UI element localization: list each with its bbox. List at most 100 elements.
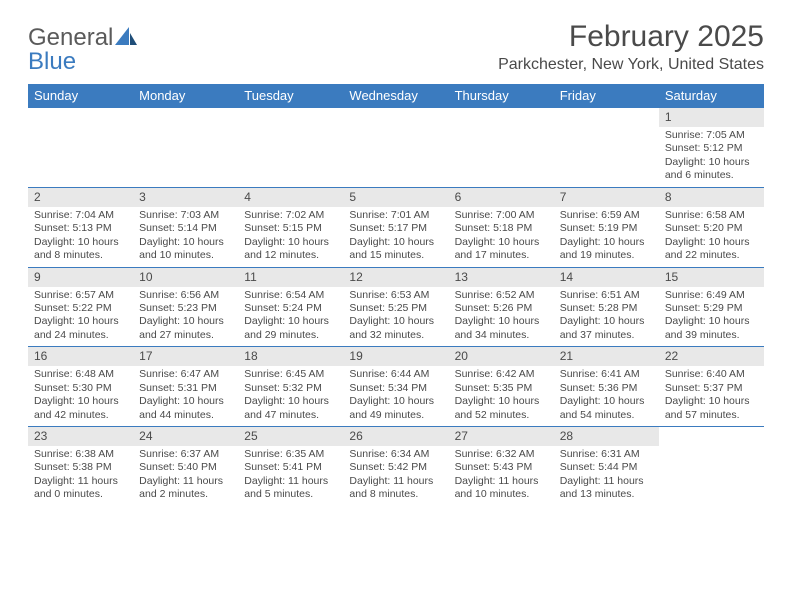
date-number: 25: [238, 427, 343, 446]
date-number: 18: [238, 347, 343, 366]
day-header-row: SundayMondayTuesdayWednesdayThursdayFrid…: [28, 84, 764, 108]
cell-body: Sunrise: 6:42 AMSunset: 5:35 PMDaylight:…: [449, 366, 554, 426]
cell-body: Sunrise: 6:32 AMSunset: 5:43 PMDaylight:…: [449, 446, 554, 506]
cell-body: Sunrise: 6:44 AMSunset: 5:34 PMDaylight:…: [343, 366, 448, 426]
sunset-text: Sunset: 5:15 PM: [244, 222, 337, 235]
calendar-cell: 1Sunrise: 7:05 AMSunset: 5:12 PMDaylight…: [659, 108, 764, 187]
daylight-text: Daylight: 10 hours and 19 minutes.: [560, 236, 653, 263]
calendar-cell: 28Sunrise: 6:31 AMSunset: 5:44 PMDayligh…: [554, 427, 659, 506]
date-number: 12: [343, 268, 448, 287]
sunset-text: Sunset: 5:41 PM: [244, 461, 337, 474]
week-row: 23Sunrise: 6:38 AMSunset: 5:38 PMDayligh…: [28, 427, 764, 506]
daylight-text: Daylight: 10 hours and 12 minutes.: [244, 236, 337, 263]
cell-body: Sunrise: 6:41 AMSunset: 5:36 PMDaylight:…: [554, 366, 659, 426]
date-number: 20: [449, 347, 554, 366]
sunset-text: Sunset: 5:26 PM: [455, 302, 548, 315]
calendar-cell: 2Sunrise: 7:04 AMSunset: 5:13 PMDaylight…: [28, 188, 133, 267]
sunrise-text: Sunrise: 6:31 AM: [560, 448, 653, 461]
date-number: 8: [659, 188, 764, 207]
sunset-text: Sunset: 5:22 PM: [34, 302, 127, 315]
sunrise-text: Sunrise: 6:35 AM: [244, 448, 337, 461]
day-header-saturday: Saturday: [659, 84, 764, 108]
date-number: 10: [133, 268, 238, 287]
daylight-text: Daylight: 10 hours and 44 minutes.: [139, 395, 232, 422]
sunrise-text: Sunrise: 6:54 AM: [244, 289, 337, 302]
calendar-cell: 17Sunrise: 6:47 AMSunset: 5:31 PMDayligh…: [133, 347, 238, 426]
month-title: February 2025: [498, 20, 764, 54]
date-number: 15: [659, 268, 764, 287]
sunrise-text: Sunrise: 7:02 AM: [244, 209, 337, 222]
cell-body: Sunrise: 6:52 AMSunset: 5:26 PMDaylight:…: [449, 287, 554, 347]
daylight-text: Daylight: 10 hours and 27 minutes.: [139, 315, 232, 342]
sunrise-text: Sunrise: 6:38 AM: [34, 448, 127, 461]
sunset-text: Sunset: 5:44 PM: [560, 461, 653, 474]
week-row: 9Sunrise: 6:57 AMSunset: 5:22 PMDaylight…: [28, 268, 764, 348]
sunset-text: Sunset: 5:35 PM: [455, 382, 548, 395]
sunset-text: Sunset: 5:13 PM: [34, 222, 127, 235]
daylight-text: Daylight: 10 hours and 29 minutes.: [244, 315, 337, 342]
daylight-text: Daylight: 10 hours and 42 minutes.: [34, 395, 127, 422]
cell-body: Sunrise: 6:54 AMSunset: 5:24 PMDaylight:…: [238, 287, 343, 347]
day-header-monday: Monday: [133, 84, 238, 108]
date-number: 28: [554, 427, 659, 446]
calendar-cell: 23Sunrise: 6:38 AMSunset: 5:38 PMDayligh…: [28, 427, 133, 506]
date-number: 23: [28, 427, 133, 446]
sunset-text: Sunset: 5:23 PM: [139, 302, 232, 315]
calendar-cell-empty: .: [28, 108, 133, 187]
date-number: 1: [659, 108, 764, 127]
daylight-text: Daylight: 10 hours and 49 minutes.: [349, 395, 442, 422]
calendar-cell-empty: .: [554, 108, 659, 187]
cell-body: Sunrise: 6:40 AMSunset: 5:37 PMDaylight:…: [659, 366, 764, 426]
sunrise-text: Sunrise: 6:58 AM: [665, 209, 758, 222]
sunrise-text: Sunrise: 6:51 AM: [560, 289, 653, 302]
sunset-text: Sunset: 5:40 PM: [139, 461, 232, 474]
calendar-cell: 13Sunrise: 6:52 AMSunset: 5:26 PMDayligh…: [449, 268, 554, 347]
daylight-text: Daylight: 10 hours and 57 minutes.: [665, 395, 758, 422]
header: General Blue February 2025 Parkchester, …: [28, 20, 764, 74]
date-number: 14: [554, 268, 659, 287]
date-number: 19: [343, 347, 448, 366]
date-number: 17: [133, 347, 238, 366]
sunset-text: Sunset: 5:42 PM: [349, 461, 442, 474]
sunrise-text: Sunrise: 6:52 AM: [455, 289, 548, 302]
calendar-cell: 6Sunrise: 7:00 AMSunset: 5:18 PMDaylight…: [449, 188, 554, 267]
day-header-sunday: Sunday: [28, 84, 133, 108]
sunset-text: Sunset: 5:29 PM: [665, 302, 758, 315]
cell-body: Sunrise: 7:00 AMSunset: 5:18 PMDaylight:…: [449, 207, 554, 267]
daylight-text: Daylight: 10 hours and 10 minutes.: [139, 236, 232, 263]
sunset-text: Sunset: 5:18 PM: [455, 222, 548, 235]
sunset-text: Sunset: 5:36 PM: [560, 382, 653, 395]
calendar-cell: 22Sunrise: 6:40 AMSunset: 5:37 PMDayligh…: [659, 347, 764, 426]
calendar-cell-empty: .: [449, 108, 554, 187]
day-header-thursday: Thursday: [449, 84, 554, 108]
cell-body: Sunrise: 6:59 AMSunset: 5:19 PMDaylight:…: [554, 207, 659, 267]
calendar-cell-empty: .: [133, 108, 238, 187]
calendar-cell: 18Sunrise: 6:45 AMSunset: 5:32 PMDayligh…: [238, 347, 343, 426]
date-number: 24: [133, 427, 238, 446]
daylight-text: Daylight: 10 hours and 54 minutes.: [560, 395, 653, 422]
sunset-text: Sunset: 5:38 PM: [34, 461, 127, 474]
week-row: 16Sunrise: 6:48 AMSunset: 5:30 PMDayligh…: [28, 347, 764, 427]
calendar-cell: 20Sunrise: 6:42 AMSunset: 5:35 PMDayligh…: [449, 347, 554, 426]
daylight-text: Daylight: 10 hours and 15 minutes.: [349, 236, 442, 263]
calendar-cell-empty: .: [238, 108, 343, 187]
sunset-text: Sunset: 5:30 PM: [34, 382, 127, 395]
cell-body: Sunrise: 6:35 AMSunset: 5:41 PMDaylight:…: [238, 446, 343, 506]
calendar-cell: 26Sunrise: 6:34 AMSunset: 5:42 PMDayligh…: [343, 427, 448, 506]
calendar-cell: 7Sunrise: 6:59 AMSunset: 5:19 PMDaylight…: [554, 188, 659, 267]
sunrise-text: Sunrise: 6:56 AM: [139, 289, 232, 302]
cell-body: Sunrise: 7:02 AMSunset: 5:15 PMDaylight:…: [238, 207, 343, 267]
sunrise-text: Sunrise: 6:45 AM: [244, 368, 337, 381]
daylight-text: Daylight: 10 hours and 22 minutes.: [665, 236, 758, 263]
cell-body: Sunrise: 6:34 AMSunset: 5:42 PMDaylight:…: [343, 446, 448, 506]
date-number: 5: [343, 188, 448, 207]
date-number: 3: [133, 188, 238, 207]
sunrise-text: Sunrise: 6:49 AM: [665, 289, 758, 302]
sunset-text: Sunset: 5:34 PM: [349, 382, 442, 395]
cell-body: Sunrise: 6:37 AMSunset: 5:40 PMDaylight:…: [133, 446, 238, 506]
cell-body: Sunrise: 6:31 AMSunset: 5:44 PMDaylight:…: [554, 446, 659, 506]
daylight-text: Daylight: 10 hours and 39 minutes.: [665, 315, 758, 342]
date-number: 6: [449, 188, 554, 207]
sunset-text: Sunset: 5:14 PM: [139, 222, 232, 235]
daylight-text: Daylight: 10 hours and 52 minutes.: [455, 395, 548, 422]
